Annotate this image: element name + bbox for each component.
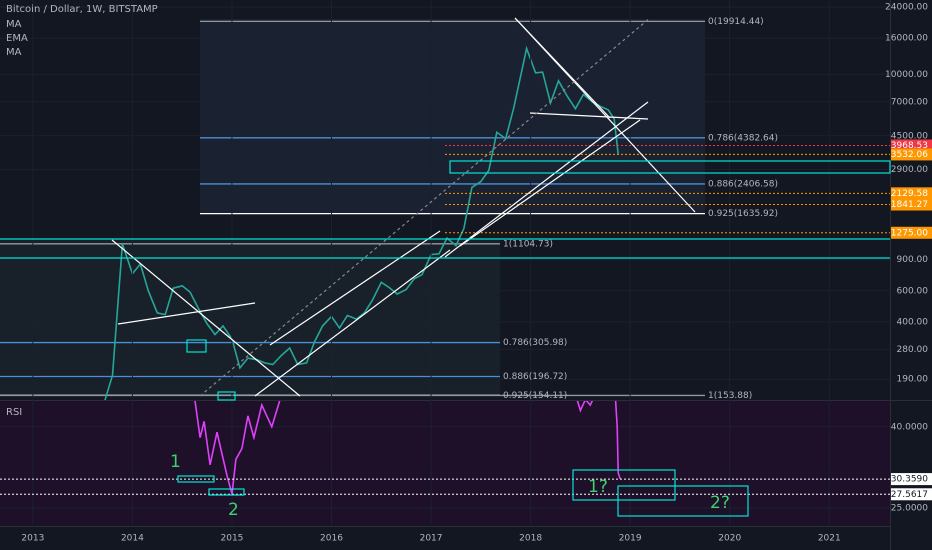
annotation: 2 <box>228 500 239 520</box>
fib-label: 0.786(305.98) <box>503 338 567 348</box>
fib-label: 0.925(1635.92) <box>708 209 778 219</box>
zone-box <box>572 469 676 501</box>
trend-line <box>117 302 256 325</box>
y-tick-label: 24000.00 <box>885 3 928 13</box>
annotation: 1 <box>170 452 181 472</box>
fib-label: 0.886(196.72) <box>503 372 567 382</box>
y-tick-label: 10000.00 <box>885 70 928 80</box>
y-tick-label: 280.00 <box>897 345 929 355</box>
trend-line <box>111 239 301 397</box>
fib-label: 1(1104.73) <box>503 239 553 249</box>
indicator: EMA <box>6 33 28 44</box>
price-badge-label: 27.5617 <box>891 490 928 500</box>
drawings <box>0 17 891 517</box>
y-tick-label: 190.00 <box>897 375 929 385</box>
trend-line <box>254 249 451 397</box>
legend: Bitcoin / Dollar, 1W, BITSTAMP MA EMA MA… <box>6 4 158 418</box>
x-tick-label: 2017 <box>420 534 443 544</box>
rsi-panel <box>0 401 890 525</box>
fib-zone <box>200 19 705 214</box>
y-tick-label: 600.00 <box>897 286 929 296</box>
fib-zone <box>0 240 500 396</box>
price-badge-label: 30.3590 <box>891 475 928 485</box>
trend-line <box>529 112 649 120</box>
price-line <box>194 401 621 495</box>
fib-label: 1(153.88) <box>708 391 752 401</box>
y-tick-label: 7000.00 <box>891 97 928 107</box>
trend-line <box>444 101 649 258</box>
price-badge-label: 1275.00 <box>891 228 928 238</box>
price-badge <box>891 198 932 211</box>
fib-label: 0.925(154.11) <box>503 391 567 401</box>
trend-line <box>199 17 651 397</box>
indicator: MA <box>6 19 22 30</box>
y-tick-label: 4500.00 <box>891 131 928 141</box>
x-tick-label: 2016 <box>320 534 343 544</box>
x-tick-label: 2021 <box>818 534 841 544</box>
price-line <box>104 45 619 400</box>
trend-line <box>514 17 696 213</box>
price-badge <box>891 473 932 486</box>
price-badge <box>891 488 932 501</box>
price-badge <box>891 187 932 200</box>
zone-box <box>177 475 215 483</box>
fib-label: 0.886(2406.58) <box>708 179 778 189</box>
zone-box <box>617 485 749 517</box>
annotation: 2? <box>710 493 730 513</box>
y-tick-label: 40.0000 <box>891 422 928 432</box>
price-badge <box>891 226 932 239</box>
panel <box>0 401 890 509</box>
price-badge-label: 3968.53 <box>891 141 928 151</box>
trend-line <box>269 230 441 346</box>
price-badge <box>891 148 932 161</box>
x-tick-label: 2019 <box>619 534 642 544</box>
y-tick-label: 2900.00 <box>891 165 928 175</box>
x-tick-label: 2020 <box>718 534 741 544</box>
zone-box <box>217 391 236 401</box>
zone-box <box>208 488 245 496</box>
x-tick-label: 2015 <box>221 534 244 544</box>
fib-label: 0.786(4382.64) <box>708 133 778 143</box>
price-badge-label: 2129.58 <box>891 189 928 199</box>
rsi-title: RSI <box>6 407 22 418</box>
fib-label: 0(19914.44) <box>708 17 764 27</box>
y-tick-label: 400.00 <box>897 317 929 327</box>
annotation: 1? <box>588 477 608 497</box>
x-tick-label: 2013 <box>21 534 44 544</box>
trend-line <box>459 119 641 247</box>
chart-title: Bitcoin / Dollar, 1W, BITSTAMP <box>6 4 158 15</box>
x-tick-label: 2018 <box>519 534 542 544</box>
price-badge-label: 1841.27 <box>891 200 928 210</box>
zone-box <box>186 339 207 353</box>
y-tick-label: 16000.00 <box>885 34 928 44</box>
x-tick-label: 2014 <box>121 534 144 544</box>
panel <box>0 6 890 400</box>
zone-box <box>449 160 891 174</box>
y-tick-label: 900.00 <box>897 255 929 265</box>
price-badge-label: 3532.06 <box>891 150 928 160</box>
indicator: MA <box>6 47 22 58</box>
y-tick-label: 25.0000 <box>891 504 928 514</box>
